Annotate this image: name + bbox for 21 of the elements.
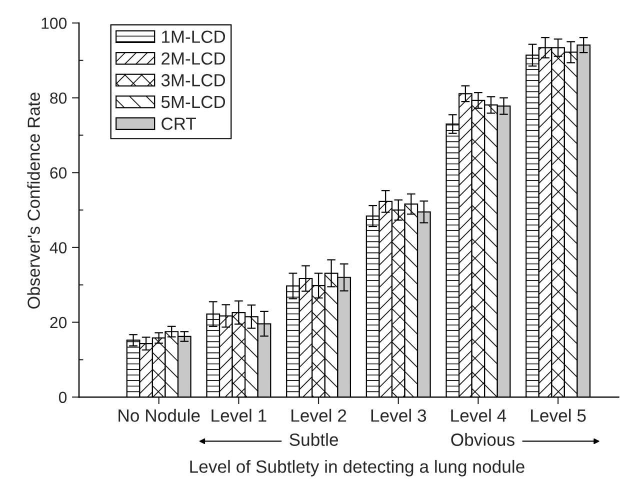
x-tick-label: Level 4 <box>451 408 506 422</box>
x-tick-label: Level 1 <box>212 408 266 422</box>
x-tick-label: Level 2 <box>292 408 346 422</box>
text: Obvious <box>451 433 514 446</box>
x-tick-label: Level 3 <box>371 408 426 422</box>
y-axis-title: Observer's Confidence Rate <box>27 92 40 309</box>
legend-label: 1M-LCD <box>162 30 226 43</box>
y-tick-label: 20 <box>50 316 67 328</box>
legend-label: 3M-LCD <box>161 74 226 86</box>
y-tick-label: 100 <box>42 18 67 29</box>
y-tick-label: 80 <box>50 92 67 104</box>
x-tick-label: No Nodule <box>118 408 200 422</box>
legend-label: 5M-LCD <box>161 96 226 108</box>
x-axis-title: Level of Subtlety in detecting a lung nodule <box>190 460 524 476</box>
y-tick-label: 0 <box>58 392 67 404</box>
text: Subtle <box>290 433 338 446</box>
legend-label: 2M-LCD <box>162 52 226 65</box>
x-tick-label: Level 5 <box>531 408 586 422</box>
legend-label: CRT <box>162 118 196 130</box>
y-tick-label: 60 <box>50 167 67 179</box>
y-tick-label: 40 <box>50 242 67 254</box>
